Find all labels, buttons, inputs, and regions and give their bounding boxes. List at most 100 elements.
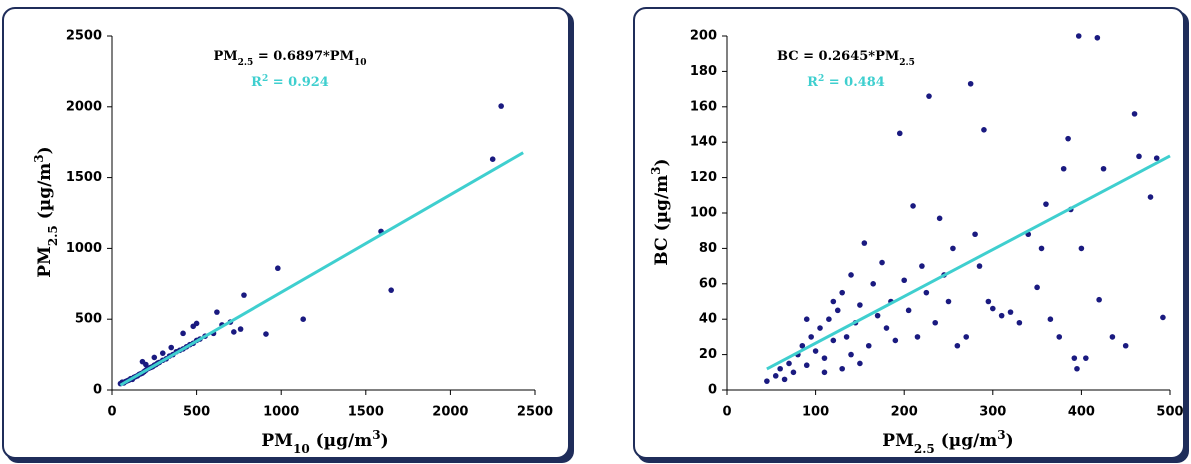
y-tick-label: 0: [708, 383, 717, 398]
y-axis-label-part: BC (µg/m: [652, 175, 672, 266]
y-tick-label: 100: [690, 206, 717, 221]
point: [954, 342, 961, 349]
point: [1136, 153, 1142, 160]
x-tick-label: 200: [891, 405, 918, 420]
x-axis-label: PM10 (µg/m3): [261, 428, 388, 456]
y-tick-label: 2000: [66, 99, 102, 114]
point: [901, 277, 907, 284]
x-axis-label-part: 3: [372, 428, 380, 442]
point: [489, 156, 496, 162]
point: [976, 263, 983, 269]
y-tick-label: 160: [690, 99, 717, 114]
point: [919, 263, 925, 269]
point: [848, 351, 854, 358]
x-tick-label: 1500: [348, 405, 384, 420]
point: [1147, 194, 1154, 200]
point: [870, 281, 876, 287]
point: [139, 358, 146, 365]
r-squared: R2 = 0.924: [251, 74, 329, 90]
point: [910, 203, 916, 209]
point: [896, 130, 903, 137]
y-tick-label: 20: [699, 347, 717, 362]
point: [1060, 165, 1067, 172]
x-axis-label-part: (µg/m: [935, 431, 998, 451]
point: [830, 337, 837, 344]
point: [1043, 201, 1049, 207]
r-squared-part: = 0.484: [824, 75, 885, 90]
point: [1078, 245, 1085, 252]
point: [848, 272, 854, 278]
y-tick-label: 1000: [66, 241, 102, 256]
y-tick-label: 120: [690, 170, 717, 185]
point: [932, 319, 939, 326]
y-tick-label: 2500: [66, 29, 102, 44]
x-tick-label: 1000: [263, 405, 299, 420]
y-axis-label-part: 3: [649, 166, 663, 174]
point: [193, 320, 200, 327]
x-tick-label: 0: [722, 405, 731, 420]
point: [1056, 334, 1063, 340]
r-squared-part: = 0.924: [268, 75, 329, 90]
x-axis-label-part: 2.5: [914, 442, 935, 456]
point: [821, 355, 828, 361]
point: [1038, 245, 1045, 252]
point: [151, 354, 158, 361]
x-tick-label: 500: [183, 405, 210, 420]
y-tick-label: 1500: [66, 170, 102, 185]
point: [241, 292, 247, 298]
point: [830, 298, 837, 305]
trendline: [119, 151, 524, 387]
point: [857, 360, 863, 367]
equation-part: 10: [354, 58, 367, 68]
point: [905, 307, 912, 314]
y-tick-label: 180: [690, 64, 717, 79]
x-axis-label-part: 10: [293, 442, 310, 456]
point: [1109, 334, 1116, 340]
point: [1047, 316, 1054, 323]
point: [1100, 165, 1107, 172]
point: [981, 127, 987, 133]
point: [950, 245, 956, 252]
point: [388, 287, 394, 293]
point: [781, 376, 788, 383]
equation-part: BC = 0.2645*PM: [777, 49, 899, 64]
x-tick-label: 500: [1156, 405, 1183, 420]
x-tick-label: 100: [802, 405, 829, 420]
point: [1096, 296, 1102, 303]
point: [803, 362, 810, 369]
point: [1016, 319, 1023, 326]
x-axis-label-part: ): [1006, 431, 1014, 451]
point: [892, 337, 899, 344]
point: [945, 298, 952, 305]
point: [1153, 155, 1160, 161]
point: [1094, 34, 1101, 41]
point: [839, 365, 845, 372]
point: [498, 103, 504, 109]
point: [1007, 309, 1014, 315]
point: [985, 298, 992, 305]
point: [1160, 314, 1166, 321]
y-tick-label: 200: [690, 29, 717, 44]
point: [159, 350, 166, 356]
point: [914, 334, 921, 340]
x-axis-label-part: (µg/m: [310, 431, 373, 451]
equation: BC = 0.2645*PM2.5: [777, 49, 915, 68]
point: [764, 378, 770, 384]
x-axis-label-part: ): [381, 431, 389, 451]
r-squared-part: 2: [262, 74, 268, 84]
point: [865, 342, 872, 349]
point: [1034, 284, 1040, 291]
point: [963, 334, 970, 340]
point: [214, 309, 220, 315]
point: [1074, 365, 1080, 372]
point: [839, 289, 845, 296]
point: [777, 365, 783, 372]
x-tick-label: 2500: [517, 405, 553, 420]
point: [998, 312, 1005, 319]
point: [790, 369, 797, 376]
point: [1071, 355, 1078, 361]
point: [879, 259, 885, 266]
y-axis-label-part: PM: [35, 246, 55, 278]
